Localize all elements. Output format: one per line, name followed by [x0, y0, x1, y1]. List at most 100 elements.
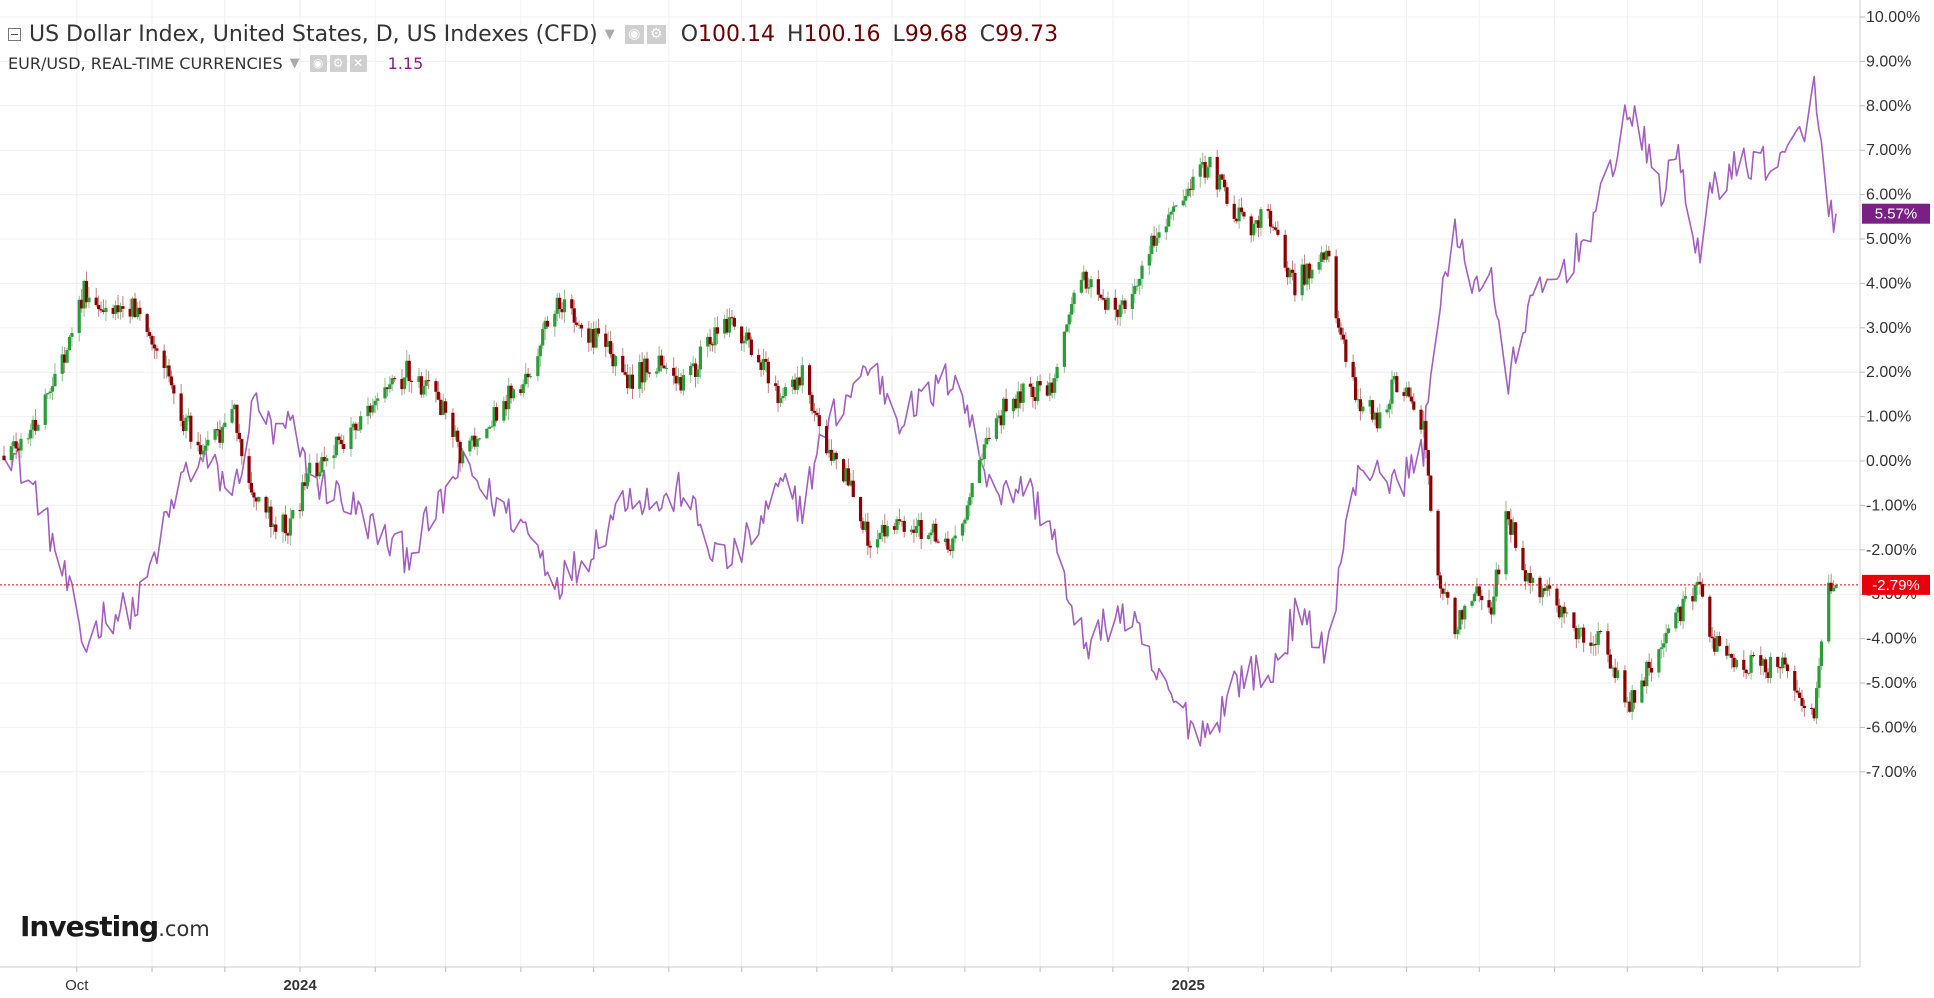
candle-body: [249, 482, 254, 493]
candle-body: [1220, 174, 1224, 180]
compare-series-value: 1.15: [387, 53, 424, 73]
compare-settings-icon[interactable]: ⚙: [329, 54, 347, 72]
candle-body: [349, 427, 353, 449]
candle-body: [235, 404, 239, 433]
candle-body: [912, 529, 916, 533]
candle-body: [1419, 409, 1423, 430]
candle-body: [868, 545, 872, 548]
candle-body: [1358, 399, 1363, 412]
candle-body: [1150, 235, 1154, 255]
collapse-legend-button[interactable]: [8, 27, 21, 41]
candle-body: [640, 362, 644, 383]
candle-body: [1696, 581, 1700, 585]
candle-body: [1666, 628, 1671, 633]
candle-body: [1521, 547, 1525, 571]
candle-body: [1031, 386, 1035, 398]
candle-body: [1458, 610, 1462, 630]
candle-body: [206, 439, 210, 446]
candle-body: [866, 521, 870, 546]
candle-body: [1118, 304, 1122, 318]
candle-body: [1087, 287, 1091, 289]
candle-body: [269, 506, 273, 527]
candle-body: [526, 373, 530, 378]
candle-body: [645, 358, 649, 373]
candle-body: [613, 355, 618, 367]
candle-body: [371, 405, 375, 413]
candle-body: [337, 436, 341, 440]
candle-body: [223, 422, 227, 427]
candle-body: [570, 299, 574, 309]
candle-body: [87, 297, 91, 303]
candle-body: [829, 449, 834, 461]
candle-body: [1002, 398, 1006, 426]
main-series-dropdown-icon[interactable]: ▼: [604, 26, 615, 42]
candle-body: [1453, 597, 1457, 635]
candle-body: [1137, 278, 1142, 286]
candle-body: [1594, 643, 1598, 645]
candle-body: [919, 520, 923, 539]
y-tick-label: -6.00%: [1866, 719, 1917, 736]
candle-body: [1028, 383, 1033, 387]
candle-body: [1628, 701, 1632, 712]
candle-body: [774, 383, 778, 386]
settings-icon[interactable]: ⚙: [646, 24, 666, 44]
candle-body: [502, 401, 506, 421]
candle-body: [1589, 642, 1593, 646]
visibility-icon[interactable]: ◉: [624, 24, 644, 44]
candle-body: [99, 309, 103, 311]
candle-body: [793, 379, 797, 390]
candle-body: [43, 394, 47, 425]
candle-body: [36, 424, 40, 431]
compare-series-title[interactable]: EUR/USD, REAL-TIME CURRENCIES: [8, 53, 283, 73]
candle-body: [1715, 636, 1719, 652]
candle-body: [1186, 188, 1190, 196]
candle-body: [1188, 188, 1193, 191]
logo-suffix: .com: [158, 917, 210, 941]
main-series-legend: US Dollar Index, United States, D, US In…: [8, 18, 1058, 50]
candle-body: [1642, 680, 1646, 687]
candle-body: [1793, 671, 1797, 691]
candle-body: [410, 380, 414, 382]
candle-body: [1307, 263, 1312, 279]
candle-body: [698, 346, 703, 370]
candle-body: [1834, 584, 1838, 588]
candle-body: [53, 373, 57, 387]
candle-body: [388, 384, 392, 390]
candle-body: [878, 532, 882, 540]
candle-body: [987, 437, 991, 439]
candle-body: [1101, 297, 1105, 300]
candle-body: [1742, 659, 1746, 670]
compare-series-dropdown-icon[interactable]: ▼: [289, 55, 300, 71]
candle-body: [674, 375, 678, 384]
candle-body: [473, 435, 477, 447]
candle-body: [1827, 582, 1831, 642]
candle-body: [215, 429, 220, 431]
candle-body: [1053, 378, 1057, 393]
candle-body: [1198, 164, 1202, 177]
candle-body: [834, 452, 838, 460]
candle-body: [1798, 692, 1802, 698]
candle-body: [383, 387, 387, 399]
candle-body: [1070, 304, 1074, 315]
candle-body: [237, 432, 241, 440]
candle-body: [490, 426, 494, 428]
candle-body: [1116, 309, 1120, 318]
candle-body: [1135, 285, 1139, 287]
remove-compare-icon[interactable]: ✕: [349, 54, 367, 72]
y-tick-label: 3.00%: [1866, 320, 1911, 337]
candle-body: [1133, 285, 1137, 294]
candle-body: [283, 514, 288, 534]
candle-body: [999, 415, 1003, 426]
main-series-title[interactable]: US Dollar Index, United States, D, US In…: [29, 21, 598, 47]
candle-body: [1154, 237, 1159, 246]
candle-body: [1674, 612, 1678, 629]
candle-body: [441, 401, 445, 415]
candle-body: [691, 363, 695, 367]
candle-body: [1480, 595, 1484, 601]
candle-body: [63, 354, 67, 363]
candle-body: [1395, 376, 1399, 393]
candle-body: [189, 415, 193, 442]
candle-body: [1407, 387, 1411, 397]
compare-visibility-icon[interactable]: ◉: [309, 54, 327, 72]
